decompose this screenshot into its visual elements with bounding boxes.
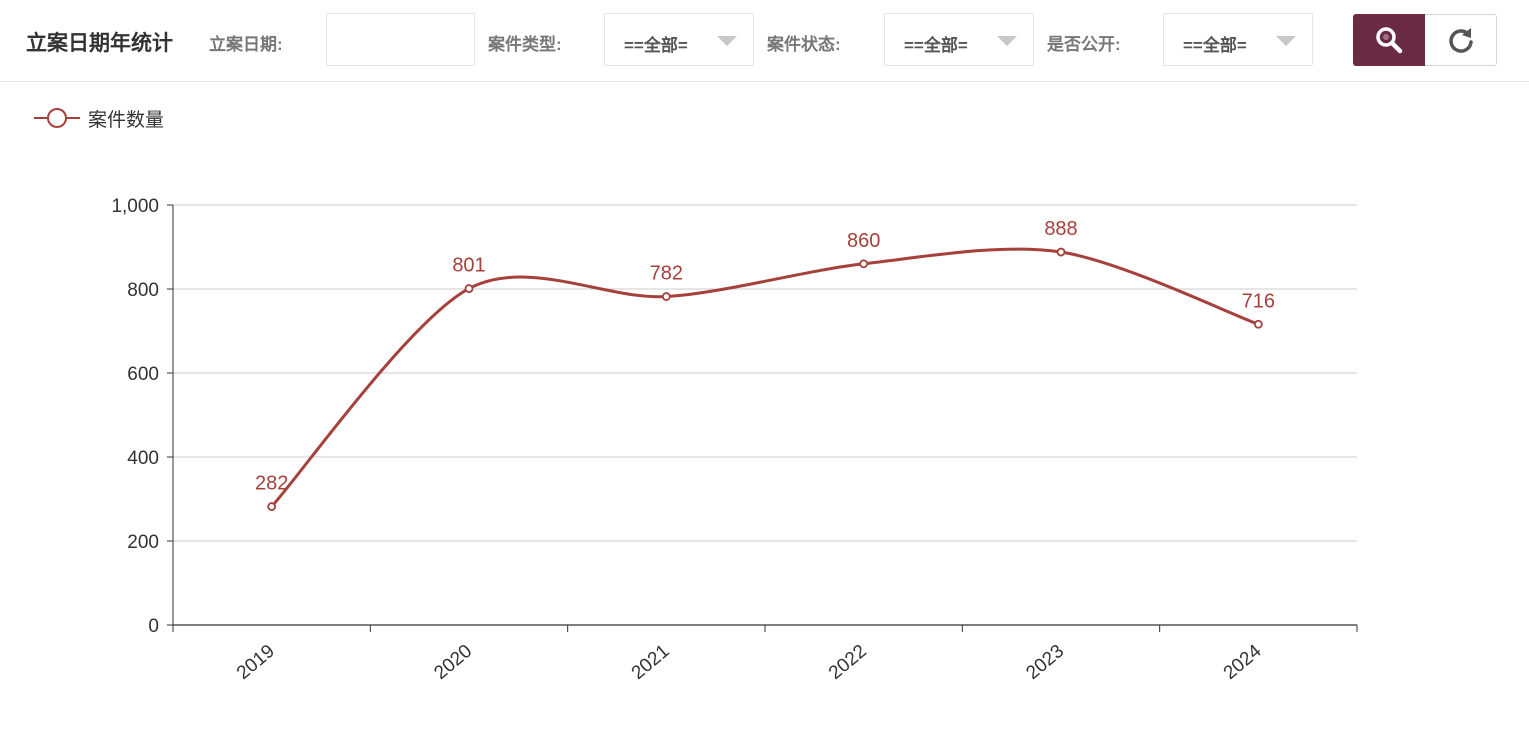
data-label: 716 [1242,290,1275,312]
search-icon [1376,27,1403,54]
chevron-down-icon [997,36,1017,46]
y-tick-label: 400 [127,448,159,469]
status-select[interactable]: ==全部= [884,13,1034,66]
data-point [661,292,671,301]
refresh-icon [1448,28,1473,53]
x-tick-label: 2020 [430,641,476,684]
public-filter-label: 是否公开: [1047,35,1121,54]
filter-toolbar: 立案日期年统计 立案日期: 案件类型: ==全部= 案件状态: ==全部= 是否… [0,0,1529,82]
x-tick-label: 2022 [825,641,871,684]
chart-legend[interactable]: 案件数量 [34,104,164,132]
search-button[interactable] [1353,14,1425,66]
x-tick-label: 2021 [628,641,674,684]
y-tick-label: 0 [148,616,159,637]
public-select[interactable]: ==全部= [1163,13,1313,66]
data-label: 860 [847,230,880,252]
type-filter-label: 案件类型: [488,35,562,54]
legend-line-circle-icon [34,108,80,128]
data-label: 282 [255,473,288,495]
x-tick-label: 2019 [233,641,279,684]
chevron-down-icon [1276,36,1296,46]
series-line [270,247,1259,508]
data-point [464,284,474,293]
type-select[interactable]: ==全部= [604,13,754,66]
data-point [859,259,869,269]
y-tick-label: 1,000 [111,196,159,217]
data-label: 888 [1044,218,1077,240]
status-filter-label: 案件状态: [767,35,841,54]
page-title: 立案日期年统计 [26,32,173,55]
date-input[interactable] [326,13,475,66]
y-tick-label: 600 [127,364,159,385]
chevron-down-icon [717,36,737,46]
date-filter-label: 立案日期: [209,35,283,54]
type-select-value: ==全部= [624,36,688,55]
refresh-button[interactable] [1425,14,1497,66]
x-tick-label: 2023 [1022,641,1068,684]
status-select-value: ==全部= [904,36,968,55]
data-label: 782 [650,263,683,285]
x-tick-label: 2024 [1220,640,1266,684]
y-tick-label: 200 [127,532,159,553]
legend-series-label: 案件数量 [88,109,165,131]
data-point [267,502,277,511]
data-point [1253,319,1263,329]
public-select-value: ==全部= [1183,36,1247,55]
data-point [1056,247,1066,257]
data-label: 801 [452,255,485,277]
y-tick-label: 800 [127,280,159,301]
